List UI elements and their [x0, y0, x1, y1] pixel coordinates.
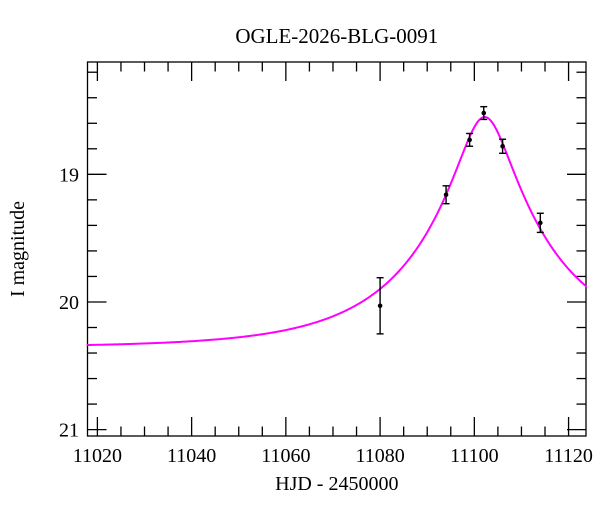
y-tick-label: 21 — [59, 420, 79, 442]
model-curve-layer — [86, 115, 587, 347]
y-axis-label: I magnitude — [7, 201, 29, 297]
x-tick-label: 11120 — [544, 445, 593, 467]
data-point — [536, 212, 544, 234]
data-point — [442, 185, 450, 205]
x-tick-label: 11060 — [261, 445, 310, 467]
data-point-marker — [467, 137, 472, 143]
plot-frame — [86, 61, 587, 437]
x-axis-label: HJD - 2450000 — [275, 473, 398, 495]
data-point — [376, 277, 384, 335]
data-point — [499, 138, 507, 154]
y-tick-label: 19 — [59, 164, 79, 186]
x-tick-label: 11080 — [355, 445, 404, 467]
data-point-marker — [377, 303, 383, 309]
y-tick-label: 20 — [59, 292, 79, 314]
data-point-marker — [481, 110, 487, 116]
axes-and-ticks: 11020 11040 11060 11080 11100 11120 19 20 21 — [59, 61, 593, 467]
data-point-marker — [500, 143, 505, 149]
data-point-marker — [443, 192, 449, 198]
data-point — [466, 132, 474, 147]
x-tick-label: 11040 — [167, 445, 216, 467]
data-point — [480, 105, 488, 121]
x-tick-label: 11020 — [73, 445, 122, 467]
x-tick-label: 11100 — [450, 445, 499, 467]
data-points-layer — [376, 105, 544, 335]
data-point-marker — [537, 220, 543, 226]
model-curve — [86, 115, 587, 347]
plot-title: OGLE-2026-BLG-0091 — [235, 24, 438, 48]
